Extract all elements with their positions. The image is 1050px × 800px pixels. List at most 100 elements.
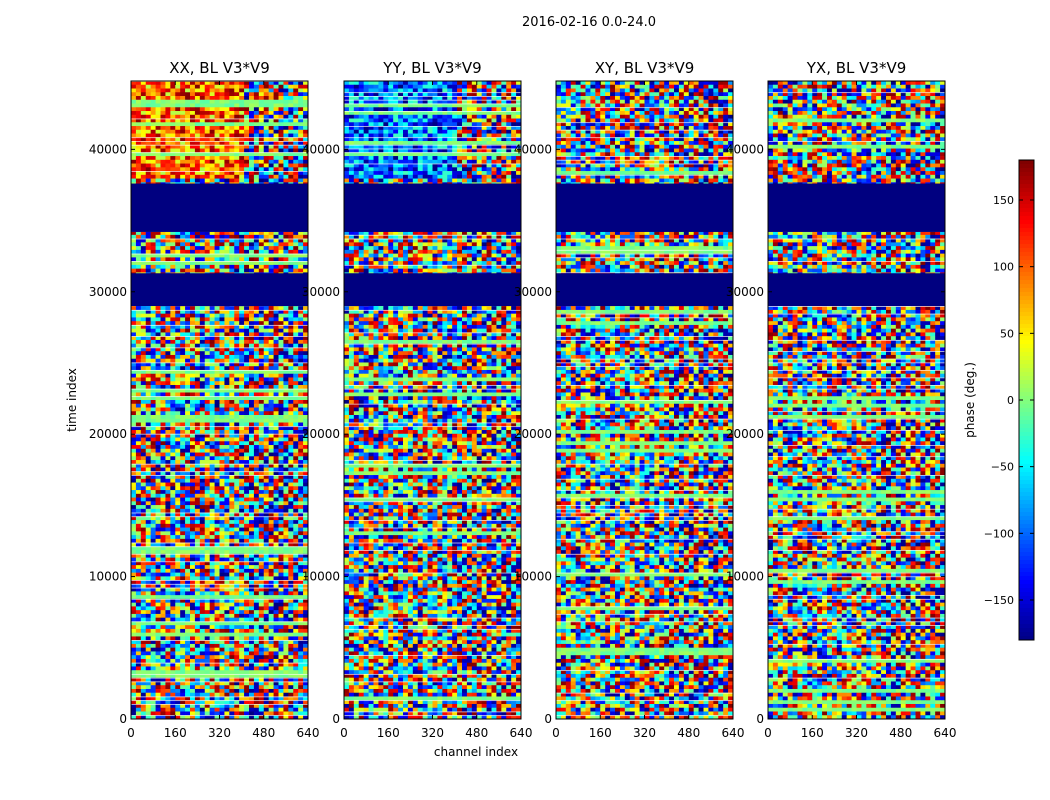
colorbar-swatch [1019, 576, 1034, 581]
x-tick-label: 160 [164, 726, 187, 740]
panel-2: YY, BL V3*V9 0 160 320 480 640 0 10000 20000 3000… [302, 59, 533, 740]
colorbar-swatch [1019, 184, 1034, 189]
colorbar-swatch [1019, 236, 1034, 241]
panel-4: YX, BL V3*V9 0 160 320 480 640 0 10000 20000 3000… [726, 59, 957, 740]
colorbar-swatch [1019, 452, 1034, 457]
colorbar-swatch [1019, 364, 1034, 369]
y-tick-label: 10000 [514, 570, 552, 584]
colorbar-swatch [1019, 196, 1034, 201]
heatmap-image [344, 81, 521, 719]
colorbar-swatch [1019, 324, 1034, 329]
x-tick-label: 320 [845, 726, 868, 740]
y-tick-label: 40000 [89, 142, 127, 156]
colorbar-swatch [1019, 352, 1034, 357]
colorbar-swatch [1019, 456, 1034, 461]
panel-title: XY, BL V3*V9 [595, 59, 695, 77]
colorbar-swatch [1019, 400, 1034, 405]
y-tick-label: 0 [332, 712, 340, 726]
colorbar-swatch [1019, 540, 1034, 545]
colorbar-swatch [1019, 548, 1034, 553]
colorbar-swatch [1019, 240, 1034, 245]
colorbar-swatch [1019, 204, 1034, 209]
blank-range [344, 183, 521, 232]
colorbar-swatch [1019, 312, 1034, 317]
blank-range [556, 183, 733, 232]
colorbar-swatch [1019, 256, 1034, 261]
colorbar-swatch [1019, 632, 1034, 637]
y-tick-label: 20000 [89, 427, 127, 441]
y-tick-label: 10000 [726, 570, 764, 584]
colorbar-swatch [1019, 572, 1034, 577]
colorbar-swatch [1019, 532, 1034, 537]
panels-group: XX, BL V3*V9 0 160 320 480 640 0 10000 20000 3000… [89, 59, 957, 740]
y-tick-label: 0 [756, 712, 764, 726]
colorbar-swatch [1019, 328, 1034, 333]
x-tick-label: 480 [677, 726, 700, 740]
colorbar-swatch [1019, 628, 1034, 633]
colorbar-swatch [1019, 564, 1034, 569]
y-tick-label: 30000 [302, 285, 340, 299]
colorbar-swatch [1019, 264, 1034, 269]
colorbar-swatch [1019, 424, 1034, 429]
colorbar-swatch [1019, 288, 1034, 293]
colorbar-tick-label: 0 [1007, 394, 1014, 407]
colorbar-swatch [1019, 624, 1034, 629]
colorbar-swatch [1019, 304, 1034, 309]
colorbar-swatch [1019, 496, 1034, 501]
colorbar-swatch [1019, 208, 1034, 213]
colorbar-swatch [1019, 284, 1034, 289]
colorbar-swatch [1019, 272, 1034, 277]
y-tick-label: 40000 [302, 142, 340, 156]
x-tick-label: 640 [934, 726, 957, 740]
colorbar-swatch [1019, 252, 1034, 257]
colorbar-swatch [1019, 516, 1034, 521]
y-axis-label: time index [65, 368, 79, 432]
colorbar-swatch [1019, 244, 1034, 249]
colorbar-tick-label: −100 [984, 527, 1014, 540]
colorbar-swatch [1019, 444, 1034, 449]
colorbar-swatch [1019, 316, 1034, 321]
x-tick-label: 320 [208, 726, 231, 740]
colorbar-swatch [1019, 360, 1034, 365]
colorbar-tick-label: 50 [1000, 327, 1014, 340]
colorbar-swatch [1019, 596, 1034, 601]
colorbar-swatch [1019, 296, 1034, 301]
colorbar-swatch [1019, 484, 1034, 489]
colorbar-label: phase (deg.) [963, 362, 977, 438]
colorbar-tick-label: −50 [991, 461, 1014, 474]
y-tick-label: 30000 [514, 285, 552, 299]
colorbar: 150 100 50 0 −50 −100 −150 [984, 159, 1035, 641]
colorbar-swatch [1019, 356, 1034, 361]
x-axis-label: channel index [434, 745, 518, 759]
colorbar-swatch [1019, 604, 1034, 609]
colorbar-swatch [1019, 584, 1034, 589]
colorbar-swatch [1019, 616, 1034, 621]
blank-range [344, 273, 521, 307]
x-tick-label: 0 [552, 726, 560, 740]
colorbar-swatch [1019, 448, 1034, 453]
colorbar-swatch [1019, 620, 1034, 625]
y-tick-label: 0 [119, 712, 127, 726]
colorbar-swatch [1019, 588, 1034, 593]
panel-title: YY, BL V3*V9 [382, 59, 481, 77]
colorbar-tick-label: 100 [993, 261, 1014, 274]
heatmap-image [131, 81, 308, 719]
blank-range [131, 273, 308, 307]
colorbar-swatch [1019, 340, 1034, 345]
colorbar-swatch [1019, 176, 1034, 181]
blank-range [768, 183, 945, 232]
colorbar-swatch [1019, 472, 1034, 477]
colorbar-swatch [1019, 276, 1034, 281]
colorbar-swatch [1019, 268, 1034, 273]
x-tick-label: 480 [465, 726, 488, 740]
colorbar-swatch [1019, 280, 1034, 285]
colorbar-swatch [1019, 416, 1034, 421]
colorbar-swatch [1019, 388, 1034, 393]
y-tick-label: 10000 [302, 570, 340, 584]
colorbar-swatch [1019, 500, 1034, 505]
colorbar-swatch [1019, 608, 1034, 613]
x-tick-label: 160 [377, 726, 400, 740]
colorbar-swatch [1019, 332, 1034, 337]
y-tick-label: 20000 [726, 427, 764, 441]
